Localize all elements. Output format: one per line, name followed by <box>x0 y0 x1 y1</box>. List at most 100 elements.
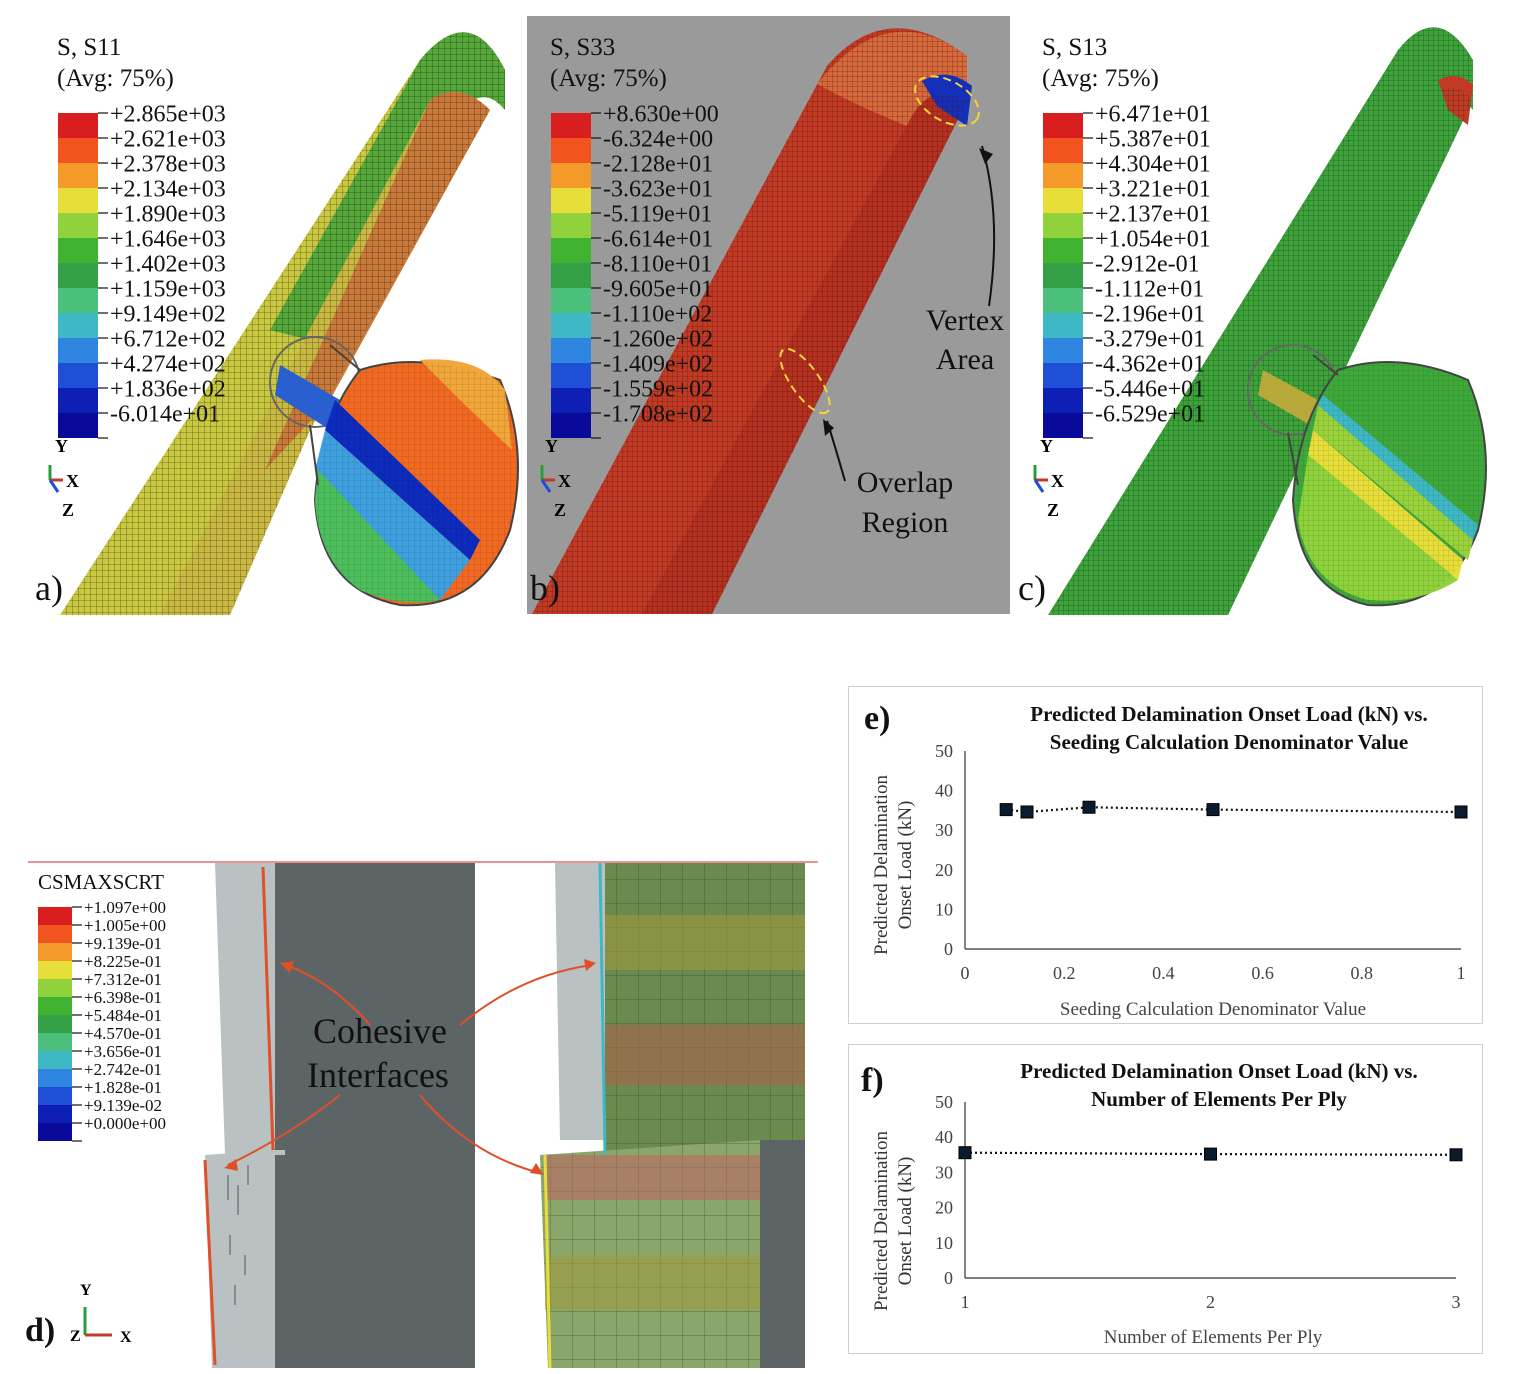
legend-value: +8.630e+00 <box>603 101 719 127</box>
legend-title-d: CSMAXSCRT <box>38 870 164 894</box>
legend-value: -1.409e+02 <box>603 351 713 377</box>
legend-swatch <box>58 338 98 363</box>
legend-value: +2.378e+03 <box>110 151 226 177</box>
x-tick-label: 0.4 <box>1152 963 1175 983</box>
legend-value: -1.110e+02 <box>603 301 712 327</box>
legend-swatch <box>38 1051 72 1069</box>
legend-value: +1.828e-01 <box>84 1078 162 1097</box>
legend-value: +6.398e-01 <box>84 988 162 1007</box>
legend-value: +7.312e-01 <box>84 970 162 989</box>
legend-swatch <box>58 413 98 438</box>
chart-f-svg: f) Predicted Delamination Onset Load (kN… <box>861 1059 1463 1348</box>
panel-a: S, S11 (Avg: 75%) +2.865e+03 +2.621e+03 +2… <box>0 0 520 615</box>
legend-swatch <box>38 997 72 1015</box>
legend-swatch <box>551 338 591 363</box>
svg-text:Region: Region <box>862 506 949 539</box>
legend-swatch <box>1043 138 1083 163</box>
legend-swatch <box>38 1123 72 1141</box>
chart-e: e) Predicted Delamination Onset Load (kN… <box>848 686 1483 1024</box>
y-tick-label: 10 <box>935 899 953 919</box>
legend-value: -2.912e-01 <box>1095 251 1200 277</box>
y-tick-label: 30 <box>935 1162 953 1182</box>
x-tick-label: 0.6 <box>1251 963 1274 983</box>
legend-swatch <box>58 113 98 138</box>
legend-value: -2.196e+01 <box>1095 301 1205 327</box>
legend-swatch <box>1043 188 1083 213</box>
legend-swatch <box>38 943 72 961</box>
svg-text:Z: Z <box>1047 500 1059 520</box>
legend-swatch <box>1043 163 1083 188</box>
legend-swatch <box>551 263 591 288</box>
legend-value: -6.529e+01 <box>1095 401 1205 427</box>
legend-value: +2.742e-01 <box>84 1060 162 1079</box>
legend-avg-c: (Avg: 75%) <box>1042 65 1159 92</box>
legend-value: +0.000e+00 <box>84 1114 166 1133</box>
legend-value: +5.484e-01 <box>84 1006 162 1025</box>
legend-swatch <box>58 263 98 288</box>
chart-f-title-2: Number of Elements Per Ply <box>1091 1087 1347 1111</box>
panel-label-d: d) <box>25 1312 55 1349</box>
y-tick-label: 50 <box>935 741 953 761</box>
panel-d-graphic: Cohesive Interfaces CSMAXSCRT +1.097e+00… <box>25 861 818 1369</box>
svg-text:Y: Y <box>80 1282 92 1299</box>
legend-value: +2.137e+01 <box>1095 201 1211 227</box>
legend-b: +8.630e+00-6.324e+00-2.128e+01-3.623e+01… <box>551 101 719 439</box>
legend-value: -1.112e+01 <box>1095 276 1204 302</box>
cohesive-interface-left-lower <box>203 1159 217 1366</box>
legend-value: -3.623e+01 <box>603 176 713 202</box>
legend-value: +3.656e-01 <box>84 1042 162 1061</box>
svg-text:Z: Z <box>62 500 74 520</box>
chart-f-panel-label: f) <box>861 1062 884 1099</box>
legend-value: -1.260e+02 <box>603 326 713 352</box>
legend-swatch <box>551 138 591 163</box>
panel-c: S, S13 (Avg: 75%) +6.471e+01 +5.387e+01 +4… <box>1018 0 1540 615</box>
x-tick-label: 3 <box>1452 1292 1461 1312</box>
legend-title-a: S, S11 <box>57 34 121 61</box>
legend-value: +9.139e-01 <box>84 934 162 953</box>
legend-avg-b: (Avg: 75%) <box>550 65 667 92</box>
legend-value: -5.446e+01 <box>1095 376 1205 402</box>
legend-swatch <box>551 113 591 138</box>
legend-value: +1.159e+03 <box>110 276 226 302</box>
legend-swatch <box>551 238 591 263</box>
legend-value: -3.279e+01 <box>1095 326 1205 352</box>
cohesive-label-line2: Interfaces <box>307 1055 449 1095</box>
legend-value: -6.614e+01 <box>603 226 713 252</box>
x-tick-label: 0.8 <box>1351 963 1374 983</box>
legend-swatch <box>1043 113 1083 138</box>
chart-e-title-1: Predicted Delamination Onset Load (kN) v… <box>1030 702 1427 726</box>
legend-a: +2.865e+03+2.621e+03+2.378e+03+2.134e+03… <box>58 101 226 439</box>
y-tick-label: 20 <box>935 860 953 880</box>
y-tick-label: 40 <box>935 1127 953 1147</box>
data-point <box>1204 1147 1217 1161</box>
svg-text:Y: Y <box>55 436 68 456</box>
axis-triad-a: Y X Z <box>48 436 79 520</box>
legend-swatch <box>551 388 591 413</box>
legend-swatch <box>1043 313 1083 338</box>
legend-value: -6.324e+00 <box>603 126 713 152</box>
data-point <box>1020 805 1034 819</box>
legend-value: +5.387e+01 <box>1095 126 1211 152</box>
legend-c: +6.471e+01+5.387e+01+4.304e+01+3.221e+01… <box>1043 101 1211 439</box>
panel-label-b: b) <box>530 568 560 608</box>
panel-d: Cohesive Interfaces CSMAXSCRT +1.097e+00… <box>0 855 820 1374</box>
legend-value: -6.014e+01 <box>110 401 220 427</box>
legend-swatch <box>551 413 591 438</box>
legend-value: +1.646e+03 <box>110 226 226 252</box>
legend-value: +3.221e+01 <box>1095 176 1211 202</box>
legend-swatch <box>1043 338 1083 363</box>
legend-swatch <box>38 1087 72 1105</box>
legend-swatch <box>58 388 98 413</box>
x-tick-label: 2 <box>1206 1292 1215 1312</box>
legend-value: -9.605e+01 <box>603 276 713 302</box>
legend-d: +1.097e+00+1.005e+00+9.139e-01+8.225e-01… <box>38 898 166 1142</box>
legend-swatch <box>38 925 72 943</box>
data-point <box>1449 1148 1463 1162</box>
legend-title-b: S, S33 <box>550 34 615 61</box>
legend-swatch <box>1043 263 1083 288</box>
chart-f-ylabel-1: Predicted Delamination <box>871 1131 892 1311</box>
cohesive-arrows <box>227 964 593 1174</box>
legend-swatch <box>58 313 98 338</box>
legend-swatch <box>1043 363 1083 388</box>
y-tick-label: 0 <box>944 939 953 959</box>
